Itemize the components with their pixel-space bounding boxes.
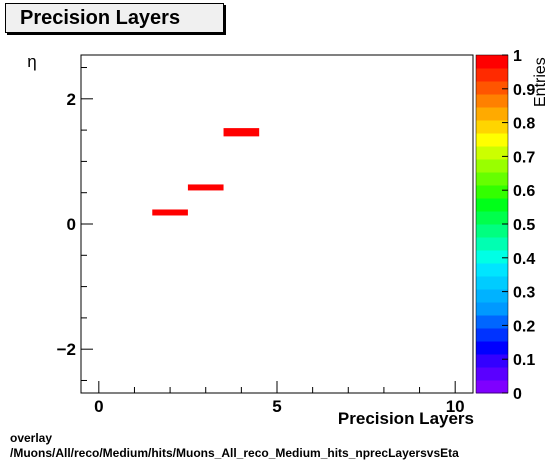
palette-segment	[476, 237, 508, 251]
y-axis-title: η	[27, 52, 36, 71]
palette-segment	[476, 224, 508, 238]
palette-tick-label: 0.4	[513, 251, 535, 268]
palette-tick-label: 0.7	[513, 149, 535, 166]
palette-tick-label: 0.1	[513, 352, 535, 369]
palette-segment	[476, 250, 508, 264]
palette-segment	[476, 185, 508, 199]
palette-segment	[476, 276, 508, 290]
footer: overlay /Muons/All/reco/Medium/hits/Muon…	[10, 431, 459, 461]
palette-segment	[476, 159, 508, 173]
y-tick-label: 2	[67, 90, 76, 109]
footer-line-2: /Muons/All/reco/Medium/hits/Muons_All_re…	[10, 446, 459, 460]
palette-segment	[476, 120, 508, 134]
plot-area	[80, 54, 474, 394]
palette-tick-label: 0.5	[513, 217, 535, 234]
palette-segment	[476, 107, 508, 121]
palette-segment	[476, 198, 508, 212]
palette-segment	[476, 55, 508, 69]
axis-labels: 0 5 10 −2 0 2	[57, 90, 465, 416]
palette-segment	[476, 341, 508, 355]
z-axis-title: Entries	[532, 57, 546, 107]
palette-tick-label: 0.8	[513, 116, 535, 133]
x-tick-label: 5	[272, 397, 281, 416]
palette-segment	[476, 328, 508, 342]
title-box: Precision Layers	[5, 3, 224, 33]
palette-segment	[476, 211, 508, 225]
palette-segment	[476, 133, 508, 147]
palette-segment	[476, 263, 508, 277]
palette-segment	[476, 302, 508, 316]
palette-tick-label: 0.6	[513, 183, 535, 200]
palette-segment	[476, 146, 508, 160]
palette-segment	[476, 289, 508, 303]
palette-tick-label: 1	[513, 48, 522, 65]
heatmap-bin-1	[152, 209, 188, 216]
heatmap-bin-2	[187, 184, 224, 191]
chart-title: Precision Layers	[20, 7, 181, 29]
axis-ticks	[81, 67, 456, 393]
plot-frame	[80, 54, 474, 394]
palette-segment	[476, 367, 508, 381]
y-tick-label: −2	[57, 340, 76, 359]
y-tick-label: 0	[67, 215, 76, 234]
palette-tick-label: 0.9	[513, 82, 535, 99]
palette-segment	[476, 68, 508, 82]
x-axis-title: Precision Layers	[338, 409, 474, 428]
heatmap-bins	[152, 128, 260, 216]
x-tick-label: 0	[94, 397, 103, 416]
palette-segment	[476, 354, 508, 368]
heatmap-bin-3	[223, 128, 260, 137]
palette-tick-label: 0.2	[513, 318, 535, 335]
palette-segment	[476, 172, 508, 186]
palette-segment	[476, 315, 508, 329]
palette-tick-label: 0.3	[513, 285, 535, 302]
palette-segment	[476, 380, 508, 394]
footer-line-1: overlay	[10, 431, 53, 445]
palette-tick-label: 0	[513, 386, 522, 403]
color-palette: 0 0.1 0.2 0.3 0.4 0.5 0.6 0.7 0.8 0.9 1	[475, 48, 535, 403]
palette-segment	[476, 81, 508, 95]
x-tick-label: 10	[446, 397, 465, 416]
palette-segment	[476, 94, 508, 108]
